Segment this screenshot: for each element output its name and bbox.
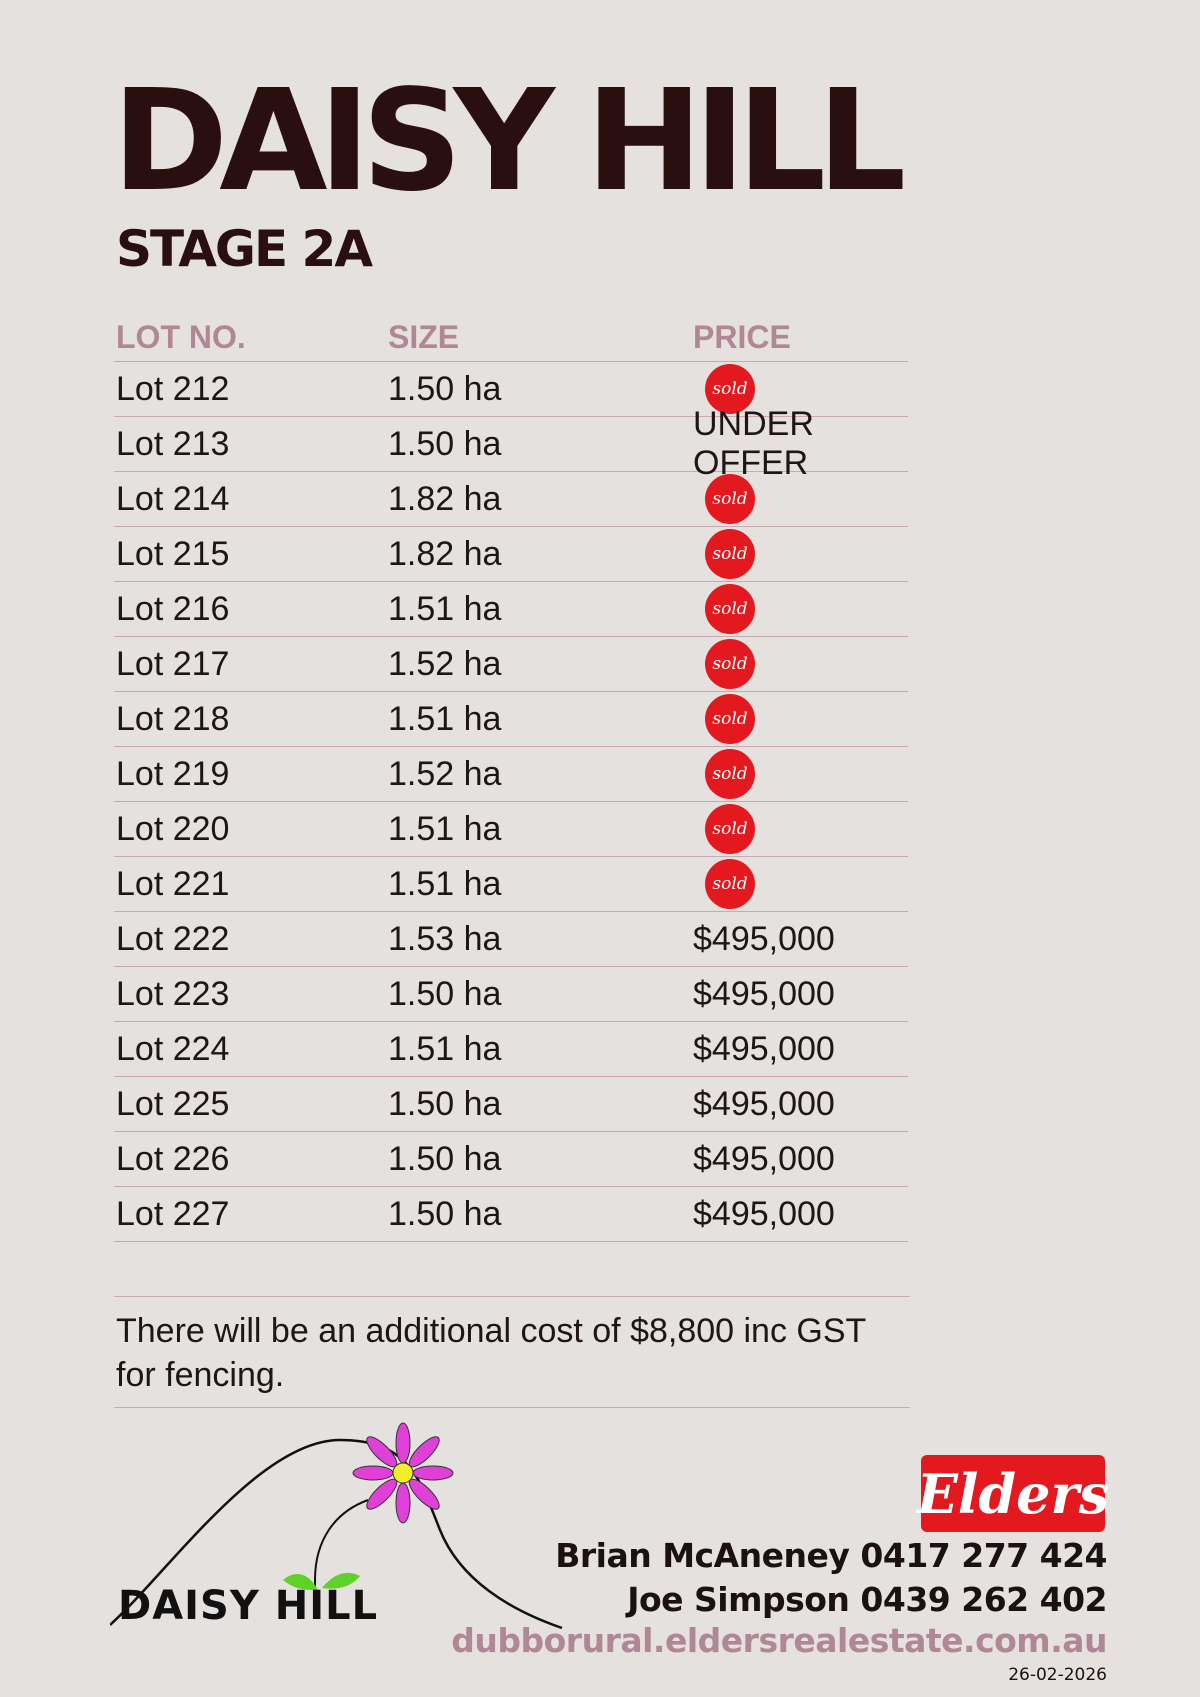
lot-size: 1.50 ha	[388, 1139, 502, 1178]
lot-size: 1.50 ha	[388, 1194, 502, 1233]
contact-joe: Joe Simpson 0439 262 402	[627, 1580, 1107, 1619]
table-row: Lot 219 1.52 ha sold	[114, 747, 908, 802]
column-header-size: SIZE	[388, 318, 460, 355]
lot-price: $495,000	[693, 1029, 835, 1068]
sold-stamp-icon: sold	[705, 584, 755, 634]
sold-stamp-icon: sold	[705, 529, 755, 579]
table-row: Lot 213 1.50 ha UNDER OFFER	[114, 405, 908, 482]
table-row: Lot 221 1.51 ha sold	[114, 857, 908, 912]
lot-price: sold	[693, 804, 908, 854]
lot-number: Lot 215	[116, 534, 230, 573]
lot-price: sold	[693, 529, 908, 579]
table-row: Lot 214 1.82 ha sold	[114, 472, 908, 527]
lot-size: 1.50 ha	[388, 1084, 502, 1123]
lot-size: 1.82 ha	[388, 534, 502, 573]
lot-size: 1.50 ha	[388, 424, 502, 463]
lot-number: Lot 218	[116, 699, 230, 738]
table-row: Lot 222 1.53 ha $495,000	[114, 912, 908, 967]
page-title: DAISY HILL	[112, 60, 906, 223]
lot-price: $495,000	[693, 974, 835, 1013]
sold-stamp-icon: sold	[705, 639, 755, 689]
column-header-lot: LOT NO.	[116, 318, 246, 355]
lot-number: Lot 217	[116, 644, 230, 683]
contact-brian: Brian McAneney 0417 277 424	[555, 1536, 1107, 1575]
lot-number: Lot 219	[116, 754, 230, 793]
table-row: Lot 227 1.50 ha $495,000	[114, 1187, 908, 1242]
lot-size: 1.51 ha	[388, 809, 502, 848]
sold-stamp-icon: sold	[705, 694, 755, 744]
sold-stamp-icon: sold	[705, 749, 755, 799]
lot-price: sold	[693, 749, 908, 799]
table-row: Lot 224 1.51 ha $495,000	[114, 1022, 908, 1077]
daisy-hill-flower-logo	[110, 1422, 563, 1630]
print-date: 26-02-2026	[1008, 1665, 1107, 1685]
lot-number: Lot 224	[116, 1029, 230, 1068]
lot-price: UNDER OFFER	[693, 405, 814, 482]
lot-size: 1.50 ha	[388, 974, 502, 1013]
lot-number: Lot 222	[116, 919, 230, 958]
table-row: Lot 215 1.82 ha sold	[114, 527, 908, 582]
lot-size: 1.52 ha	[388, 754, 502, 793]
sold-stamp-icon: sold	[705, 859, 755, 909]
lot-number: Lot 226	[116, 1139, 230, 1178]
contact-block: Brian McAneney 0417 277 424 Joe Simpson …	[451, 1534, 1107, 1690]
fencing-note: There will be an additional cost of $8,8…	[114, 1296, 910, 1408]
lot-size: 1.50 ha	[388, 369, 502, 408]
lot-price: sold	[693, 474, 908, 524]
lot-number: Lot 214	[116, 479, 230, 518]
table-row: Lot 218 1.51 ha sold	[114, 692, 908, 747]
lot-price: sold	[693, 694, 908, 744]
lot-price: sold	[693, 639, 908, 689]
lot-price: $495,000	[693, 919, 835, 958]
lot-number: Lot 227	[116, 1194, 230, 1233]
table-row: Lot 217 1.52 ha sold	[114, 637, 908, 692]
website-link[interactable]: dubborural.eldersrealestate.com.au	[451, 1621, 1107, 1660]
table-header: LOT NO. SIZE PRICE	[114, 313, 908, 362]
table-row: Lot 216 1.51 ha sold	[114, 582, 908, 637]
page-subtitle: STAGE 2A	[116, 220, 373, 278]
table-row: Lot 226 1.50 ha $495,000	[114, 1132, 908, 1187]
lot-size: 1.51 ha	[388, 864, 502, 903]
lot-number: Lot 225	[116, 1084, 230, 1123]
table-body: Lot 212 1.50 ha sold Lot 213 1.50 ha UNDER OF…	[114, 362, 908, 1242]
table-row: Lot 225 1.50 ha $495,000	[114, 1077, 908, 1132]
lot-size: 1.51 ha	[388, 589, 502, 628]
lot-size: 1.52 ha	[388, 644, 502, 683]
lot-number: Lot 221	[116, 864, 230, 903]
lot-number: Lot 213	[116, 424, 230, 463]
column-header-price: PRICE	[693, 318, 791, 355]
elders-logo: Elders	[917, 1455, 1109, 1532]
lot-size: 1.53 ha	[388, 919, 502, 958]
lot-size: 1.51 ha	[388, 1029, 502, 1068]
lot-price: sold	[693, 364, 908, 414]
lot-price: sold	[693, 859, 908, 909]
lot-price-table: LOT NO. SIZE PRICE Lot 212 1.50 ha sold Lot…	[114, 313, 908, 1242]
sold-stamp-icon: sold	[705, 364, 755, 414]
lot-number: Lot 212	[116, 369, 230, 408]
daisy-hill-logo-text: DAISY HILL	[118, 1583, 379, 1629]
lot-price: sold	[693, 584, 908, 634]
lot-size: 1.51 ha	[388, 699, 502, 738]
lot-price: $495,000	[693, 1084, 835, 1123]
table-row: Lot 223 1.50 ha $495,000	[114, 967, 908, 1022]
lot-number: Lot 220	[116, 809, 230, 848]
lot-size: 1.82 ha	[388, 479, 502, 518]
lot-price: $495,000	[693, 1139, 835, 1178]
lot-number: Lot 223	[116, 974, 230, 1013]
sold-stamp-icon: sold	[705, 474, 755, 524]
sold-stamp-icon: sold	[705, 804, 755, 854]
table-row: Lot 220 1.51 ha sold	[114, 802, 908, 857]
lot-price: $495,000	[693, 1194, 835, 1233]
table-row: Lot 212 1.50 ha sold	[114, 362, 908, 417]
lot-number: Lot 216	[116, 589, 230, 628]
